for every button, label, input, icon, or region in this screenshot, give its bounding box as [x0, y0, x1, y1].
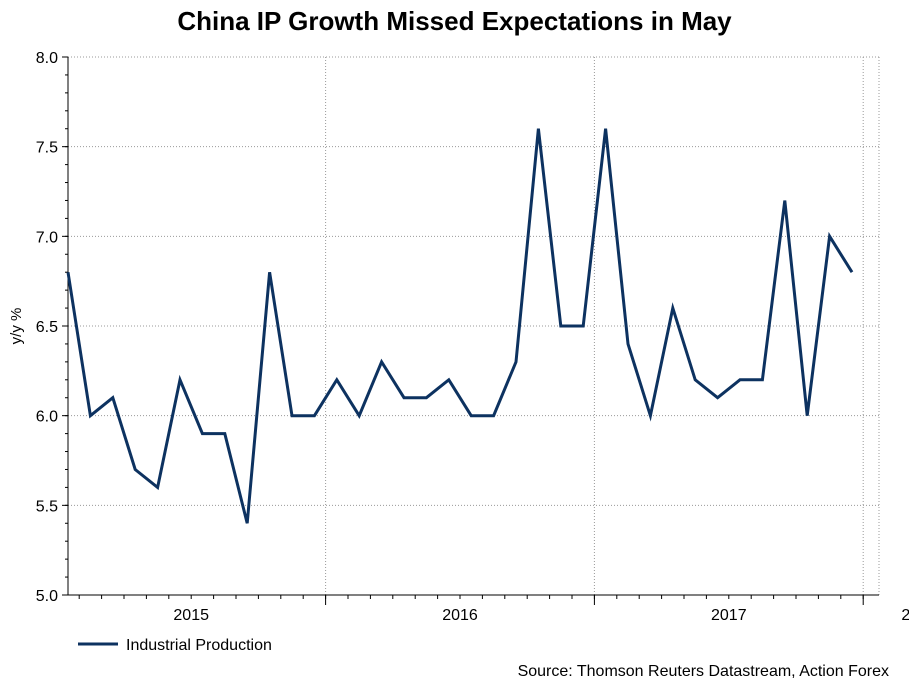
- data-point: [246, 522, 249, 525]
- data-point: [111, 396, 114, 399]
- data-point: [179, 378, 182, 381]
- data-point: [291, 414, 294, 417]
- axes: [62, 56, 879, 605]
- data-point: [134, 468, 137, 471]
- data-point: [671, 307, 674, 310]
- data-point: [223, 432, 226, 435]
- data-point: [358, 414, 361, 417]
- data-point: [649, 414, 652, 417]
- data-point: [694, 378, 697, 381]
- chart-title: China IP Growth Missed Expectations in M…: [177, 6, 732, 36]
- data-point: [380, 360, 383, 363]
- y-tick-label: 5.5: [36, 498, 58, 515]
- legend: Industrial Production: [78, 637, 272, 654]
- data-point: [604, 127, 607, 130]
- data-point: [739, 378, 742, 381]
- data-point: [89, 414, 92, 417]
- data-point: [492, 414, 495, 417]
- data-point: [156, 486, 159, 489]
- gridlines: [68, 56, 880, 595]
- data-point: [627, 342, 630, 345]
- y-tick-label: 8.0: [36, 50, 58, 67]
- data-point: [447, 378, 450, 381]
- data-point: [806, 414, 809, 417]
- tick-labels: 5.0 5.5 6.0 6.5 7.0 7.5 8.0 2015 2016 2017 2018: [36, 50, 909, 624]
- data-point: [851, 271, 854, 274]
- source-note: Source: Thomson Reuters Datastream, Acti…: [518, 663, 889, 680]
- data-point: [313, 414, 316, 417]
- data-point: [67, 271, 70, 274]
- data-point: [335, 378, 338, 381]
- data-point: [515, 360, 518, 363]
- x-tick-label: 2016: [442, 607, 478, 624]
- data-point: [425, 396, 428, 399]
- y-tick-label: 6.5: [36, 319, 58, 336]
- data-point: [537, 127, 540, 130]
- legend-label: Industrial Production: [126, 637, 272, 654]
- series-line-industrial-production: [66, 128, 854, 524]
- x-tick-label: 2017: [711, 607, 747, 624]
- data-point: [716, 396, 719, 399]
- y-tick-label: 6.0: [36, 409, 58, 426]
- series-layer: [66, 127, 854, 525]
- data-point: [559, 325, 562, 328]
- y-tick-label: 7.0: [36, 229, 58, 246]
- data-point: [783, 199, 786, 202]
- data-point: [268, 271, 271, 274]
- x-tick-label: 2015: [173, 607, 209, 624]
- data-point: [470, 414, 473, 417]
- data-point: [403, 396, 406, 399]
- data-point: [761, 378, 764, 381]
- data-point: [828, 235, 831, 238]
- y-axis-label: y/y %: [8, 308, 25, 345]
- data-point: [201, 432, 204, 435]
- data-point: [582, 325, 585, 328]
- y-tick-label: 7.5: [36, 140, 58, 157]
- x-tick-label: 2018: [901, 607, 909, 624]
- y-tick-label: 5.0: [36, 588, 58, 605]
